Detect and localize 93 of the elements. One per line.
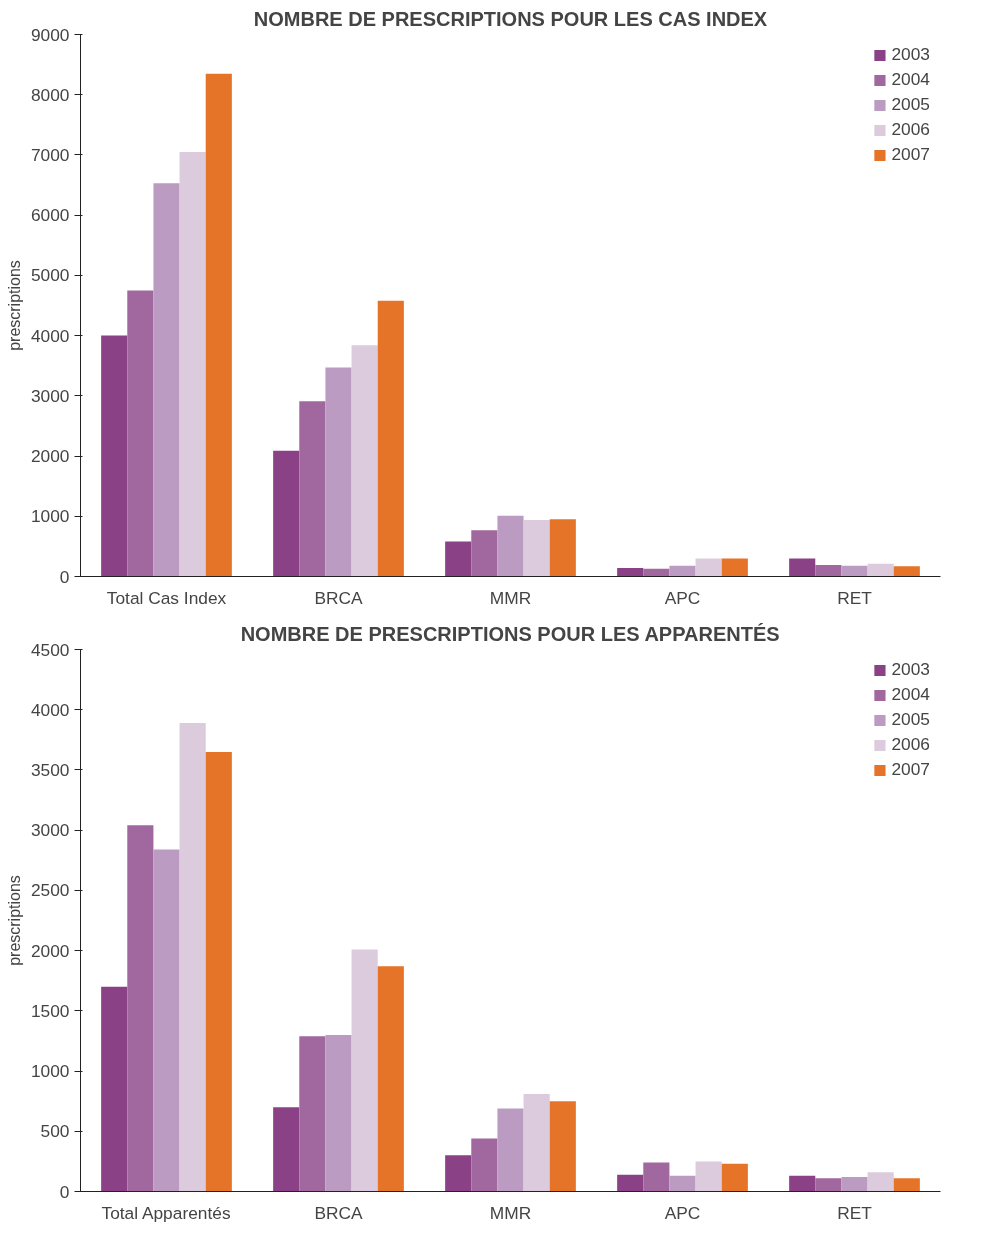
y-tick-label: 0 [59, 566, 70, 587]
bar [643, 1162, 670, 1192]
bar [789, 558, 816, 577]
y-tick-label: 1000 [30, 1061, 70, 1082]
x-tick-label: MMR [489, 1202, 532, 1223]
x-tick-label: APC [664, 587, 701, 608]
x-tick-label: MMR [489, 587, 532, 608]
bar [497, 1108, 524, 1192]
bar [789, 1175, 816, 1192]
bar [377, 300, 404, 577]
bar [841, 565, 868, 577]
bar [471, 1138, 498, 1192]
y-axis-title: prescriptions [5, 260, 23, 351]
bar [867, 1172, 894, 1192]
bar [445, 1155, 472, 1192]
y-tick-label: 2500 [30, 880, 70, 901]
bar [101, 986, 128, 1192]
y-axis-title: prescriptions [5, 875, 23, 966]
bar [893, 1178, 920, 1192]
chart-title: NOMBRE DE PRESCRIPTIONS POUR LES APPARENTÉS [240, 622, 780, 645]
y-tick-label: 5000 [30, 265, 70, 286]
y-tick-label: 3000 [30, 820, 70, 841]
bar [867, 563, 894, 577]
legend-label: 2003 [891, 659, 930, 680]
legend-label: 2006 [891, 119, 930, 140]
bar [325, 367, 352, 577]
y-tick-label: 2000 [30, 940, 70, 961]
bar [549, 1101, 576, 1192]
legend-label: 2004 [891, 684, 930, 705]
bar [617, 568, 644, 577]
bar [325, 1034, 352, 1192]
y-tick-label: 3000 [30, 385, 70, 406]
y-tick-label: 9000 [30, 24, 70, 45]
y-tick-label: 0 [59, 1181, 70, 1202]
bar [127, 290, 154, 577]
y-tick-label: 4000 [30, 325, 70, 346]
bar [179, 722, 206, 1192]
bar [815, 1178, 842, 1192]
x-tick-label: Total Apparentés [101, 1202, 231, 1223]
bar [523, 1093, 550, 1192]
y-tick-label: 7000 [30, 144, 70, 165]
y-tick-label: 4000 [30, 699, 70, 720]
y-tick-label: 1000 [30, 506, 70, 527]
bar [669, 1175, 696, 1192]
legend-label: 2004 [891, 69, 930, 90]
bar [153, 183, 180, 577]
y-tick-label: 2000 [30, 446, 70, 467]
bar [721, 558, 748, 577]
bar [179, 151, 206, 577]
bar [893, 566, 920, 577]
bar [523, 519, 550, 577]
legend-label: 2003 [891, 44, 930, 65]
x-tick-label: BRCA [314, 1202, 364, 1223]
y-tick-label: 3500 [30, 759, 70, 780]
bar [205, 751, 232, 1192]
y-tick-label: 8000 [30, 84, 70, 105]
bar [445, 541, 472, 577]
bar [299, 401, 326, 577]
bar [471, 530, 498, 577]
bar [101, 335, 128, 577]
chart-title: NOMBRE DE PRESCRIPTIONS POUR LES CAS INDEX [253, 7, 768, 30]
legend-label: 2005 [891, 94, 930, 115]
bar [617, 1174, 644, 1192]
bar [127, 825, 154, 1192]
bar [549, 519, 576, 577]
bar [815, 565, 842, 577]
y-tick-label: 4500 [30, 639, 70, 660]
x-tick-label: APC [664, 1202, 701, 1223]
x-tick-label: RET [837, 1202, 873, 1223]
bar [351, 949, 378, 1192]
y-tick-label: 500 [40, 1121, 70, 1142]
bar [273, 1107, 300, 1192]
x-tick-label: Total Cas Index [106, 587, 227, 608]
bar [153, 849, 180, 1192]
bar [695, 558, 722, 577]
legend-label: 2007 [891, 144, 930, 165]
bar [351, 345, 378, 577]
x-tick-label: BRCA [314, 587, 364, 608]
y-tick-label: 6000 [30, 205, 70, 226]
bar [377, 966, 404, 1192]
bar [695, 1161, 722, 1192]
bar [299, 1036, 326, 1192]
legend-label: 2006 [891, 734, 930, 755]
legend-label: 2007 [891, 759, 930, 780]
bar [841, 1177, 868, 1192]
bar [669, 565, 696, 577]
x-tick-label: RET [837, 587, 873, 608]
legend-label: 2005 [891, 709, 930, 730]
bar [273, 450, 300, 577]
bar [497, 515, 524, 577]
bar [721, 1163, 748, 1192]
y-tick-label: 1500 [30, 1000, 70, 1021]
bar [205, 73, 232, 577]
